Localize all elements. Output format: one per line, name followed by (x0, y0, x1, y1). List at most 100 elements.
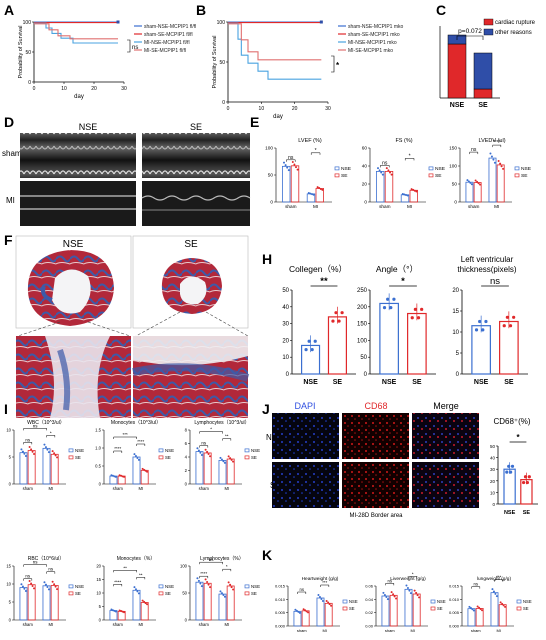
data-point (23, 452, 26, 455)
data-point (200, 585, 203, 588)
histology-chart-0: Collegen（%） 0 10 20 30 40 50 NSE SE ** (282, 264, 356, 386)
data-point (20, 448, 23, 451)
category-label: NSE (504, 510, 516, 516)
data-point (143, 468, 146, 471)
data-point (199, 451, 202, 454)
y-tick-label: 40 (282, 305, 289, 311)
legend-swatch (334, 173, 340, 178)
bar-0 (375, 170, 385, 203)
data-point (283, 161, 285, 164)
data-point (408, 589, 411, 592)
data-point (479, 608, 482, 611)
legend-label: SE (165, 455, 171, 460)
group-label: sham (113, 622, 124, 627)
data-point (389, 306, 393, 310)
end-marker (116, 20, 120, 24)
data-point (137, 458, 140, 461)
data-point (413, 307, 417, 311)
sig-bracket (456, 35, 484, 40)
x-tick-label: 10 (61, 86, 67, 92)
histology-zoom-se (132, 336, 250, 418)
data-point (46, 448, 49, 451)
panel-c-stacked-bar-chart: NSE SE p=0.072 cardiac rupture other reasons (439, 18, 536, 109)
y-tick-label: 5 (99, 604, 102, 609)
data-point (474, 179, 477, 182)
legend-label: MI-SE-MCPIP1 mko (348, 48, 393, 54)
legend-swatch (428, 166, 434, 171)
survival-curve-series-2 (34, 22, 118, 44)
data-point (223, 595, 226, 598)
fluor-caption: MI-28D Border area (349, 513, 403, 519)
y-tick-label: 50 (182, 591, 187, 596)
sig-label: ns (25, 574, 31, 579)
y-tick-label: 0.015 (275, 584, 286, 589)
data-point (390, 591, 393, 594)
x-tick-label: 30 (121, 86, 127, 92)
histology-col-nse: NSE (63, 239, 84, 250)
legend-label: other reasons (495, 30, 532, 36)
category-label: NSE (450, 102, 465, 109)
bar-1 (290, 165, 300, 203)
data-point (53, 452, 56, 455)
data-point (294, 608, 297, 611)
data-point (525, 480, 530, 485)
data-point (206, 580, 209, 583)
sig-label: * (409, 153, 411, 159)
sig-label: *** (322, 580, 327, 585)
data-point (410, 188, 413, 191)
data-point (478, 606, 481, 609)
data-point (319, 187, 322, 190)
bar-2 (488, 157, 497, 203)
chart-title: Angle（°） (376, 264, 418, 274)
sig-label: ns (209, 557, 215, 562)
zoom-lines-nse (17, 321, 131, 337)
sig-bracket (113, 436, 137, 439)
data-point (43, 443, 46, 446)
data-point (232, 460, 235, 463)
y-tick-label: 0 (364, 200, 367, 205)
sig-bracket (113, 450, 123, 453)
legend-label: SE (435, 173, 442, 179)
category-label: SE (478, 102, 488, 109)
x-tick-label: 10 (259, 106, 265, 112)
y-tick-label: 0.000 (449, 624, 460, 629)
data-point (325, 599, 328, 602)
y-tick-label: 50 (282, 288, 289, 294)
bar-3 (50, 453, 59, 485)
y-tick-label: 60 (362, 146, 368, 151)
sig-bracket (23, 564, 47, 567)
group-label: MI (224, 622, 229, 627)
legend-label: NSE (251, 584, 260, 589)
y-tick-label: 0 (9, 618, 12, 623)
y-tick-label: 40 (490, 456, 496, 461)
y-tick-label: 10 (452, 330, 459, 336)
legend-swatch (516, 599, 522, 604)
legend-label: SE (341, 173, 348, 179)
y-tick-label: 0 (492, 502, 495, 507)
data-point (467, 180, 470, 183)
sig-label: ** (139, 572, 143, 577)
sig-label: **** (137, 439, 144, 444)
panel-letter-k: K (262, 547, 272, 563)
data-point (143, 600, 146, 603)
data-point (196, 577, 199, 580)
sig-bracket (23, 428, 47, 431)
chart-title-line-1: Left ventricular (461, 255, 514, 264)
bar-1 (203, 582, 212, 621)
panel-letter-i: I (4, 401, 8, 417)
legend-swatch (158, 455, 164, 460)
survival-curve-series-2 (228, 22, 322, 80)
data-point (499, 601, 502, 604)
data-point (412, 188, 415, 191)
y-tick-label: 50 (268, 173, 274, 178)
bar-rupture-SE (473, 88, 493, 99)
data-point (114, 475, 117, 478)
bar-0 (195, 581, 204, 621)
y-tick-label: 200 (357, 305, 368, 311)
histology-zoom-nse (16, 336, 131, 418)
data-point (383, 593, 386, 596)
